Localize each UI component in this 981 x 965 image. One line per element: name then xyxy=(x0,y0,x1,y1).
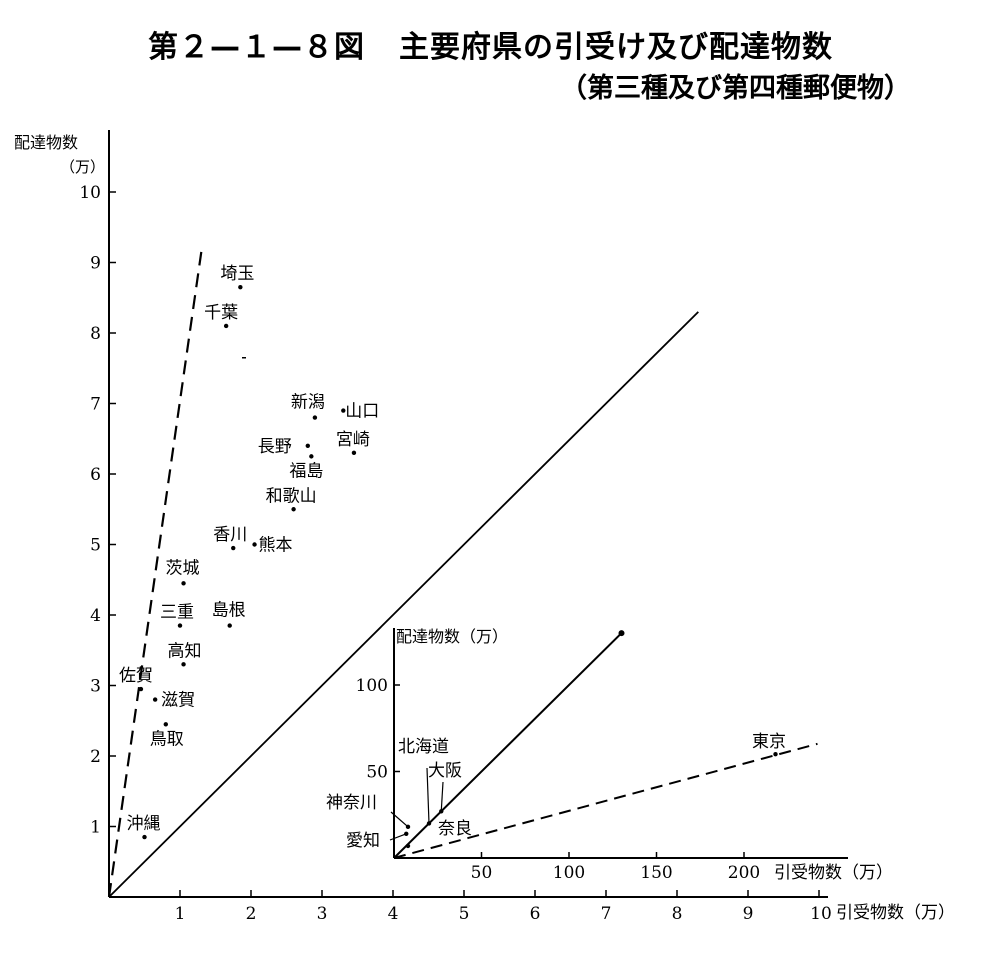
inset-x-tick-label: 200 xyxy=(728,863,760,883)
point-label: 長野 xyxy=(258,437,292,457)
data-point xyxy=(252,542,257,547)
leader-line xyxy=(389,833,407,841)
inset-x-tick-label: 150 xyxy=(640,863,672,883)
y-tick-label: 10 xyxy=(79,183,101,203)
y-tick-label: 8 xyxy=(90,324,101,344)
x-tick-label: 6 xyxy=(530,904,541,924)
leader-line xyxy=(440,781,444,812)
inset-point-label: 大阪 xyxy=(428,761,462,781)
x-tick-label: 5 xyxy=(459,904,470,924)
x-axis-label: 引受物数（万） xyxy=(836,903,955,923)
point-label: 山口 xyxy=(345,402,379,422)
figure-title: 第２—１—８図 主要府県の引受け及び配達物数 xyxy=(0,22,981,66)
point-label: 茨城 xyxy=(166,558,200,578)
x-tick-label: 2 xyxy=(246,904,257,924)
print-mark xyxy=(242,357,246,359)
figure-number: 第２—１—８図 xyxy=(148,30,365,65)
data-point xyxy=(312,415,318,420)
inset-point-label: 神奈川 xyxy=(326,793,377,813)
y-tick-label: 4 xyxy=(90,606,101,626)
leader-line xyxy=(390,811,409,828)
inset-point-label: 奈良 xyxy=(438,819,472,839)
y-axis-unit: （万） xyxy=(60,158,105,176)
y-tick-label: 7 xyxy=(90,395,101,415)
inset-data-point xyxy=(405,843,411,849)
y-tick-label: 1 xyxy=(90,818,101,838)
inset-dashed-reference-line xyxy=(393,742,818,859)
point-label: 鳥取 xyxy=(150,729,184,749)
data-point xyxy=(181,581,186,586)
inset-chart: 50 100 150 200 50 100 配達物数（万） 引受物数（万） 東京 北海道大阪神奈川… xyxy=(326,627,893,883)
point-label: 高知 xyxy=(168,641,202,661)
point-label: 佐賀 xyxy=(119,666,153,686)
data-point xyxy=(238,284,243,290)
inset-point-label: 東京 xyxy=(752,732,786,752)
data-point xyxy=(142,834,147,840)
point-label: 香川 xyxy=(213,525,247,545)
figure-subtitle: （第三種及び第四種郵便物） xyxy=(560,73,911,104)
x-tick-label: 9 xyxy=(743,904,754,924)
point-label: 新潟 xyxy=(291,393,325,413)
inset-data-point xyxy=(773,752,778,757)
point-label: 宮崎 xyxy=(336,430,370,450)
inset-line-end-marker xyxy=(618,630,625,637)
data-point xyxy=(305,443,310,448)
y-tick-label: 5 xyxy=(90,536,101,556)
data-point xyxy=(231,545,236,551)
data-point xyxy=(177,623,183,628)
data-point xyxy=(291,507,296,512)
y-tick-label: 9 xyxy=(90,254,101,274)
x-tick-label: 8 xyxy=(672,904,683,924)
point-label: 三重 xyxy=(160,603,194,623)
y-tick-label: 2 xyxy=(90,747,101,767)
point-label: 和歌山 xyxy=(266,486,317,506)
inset-x-axis-label: 引受物数（万） xyxy=(774,863,893,883)
leader-line xyxy=(426,767,430,824)
point-label: 沖縄 xyxy=(127,814,161,834)
x-tick-label: 3 xyxy=(317,904,328,924)
solid-reference-line xyxy=(108,311,699,898)
data-point xyxy=(309,454,314,459)
x-tick-label: 1 xyxy=(175,904,186,924)
data-point xyxy=(163,722,168,727)
data-point xyxy=(341,408,346,413)
point-label: 島根 xyxy=(212,601,246,621)
inset-y-tick-label: 50 xyxy=(366,763,388,783)
y-tick-label: 3 xyxy=(90,677,101,697)
data-point xyxy=(138,686,144,692)
inset-solid-reference-line xyxy=(393,632,623,859)
data-point xyxy=(223,323,229,329)
figure-title-text: 主要府県の引受け及び配達物数 xyxy=(399,30,833,65)
data-point xyxy=(351,450,357,456)
data-point xyxy=(152,697,158,702)
inset-point-label: 愛知 xyxy=(346,831,380,851)
point-label: 熊本 xyxy=(259,536,293,556)
data-point xyxy=(227,623,232,628)
inset-y-tick-label: 100 xyxy=(356,676,388,696)
x-tick-label: 4 xyxy=(388,904,399,924)
point-label: 福島 xyxy=(289,461,323,481)
data-point xyxy=(181,662,186,667)
x-tick-label: 10 xyxy=(810,904,832,924)
point-label: 千葉 xyxy=(204,303,238,323)
inset-point-label: 北海道 xyxy=(398,737,449,757)
inset-y-axis-label: 配達物数（万） xyxy=(396,627,508,646)
point-label: 埼玉 xyxy=(220,264,254,284)
inset-x-tick-label: 50 xyxy=(471,863,493,883)
inset-x-tick-label: 100 xyxy=(553,863,585,883)
y-tick-label: 6 xyxy=(90,465,101,485)
point-label: 滋賀 xyxy=(161,691,195,711)
x-tick-label: 7 xyxy=(601,904,612,924)
y-axis-label: 配達物数 xyxy=(14,133,78,152)
